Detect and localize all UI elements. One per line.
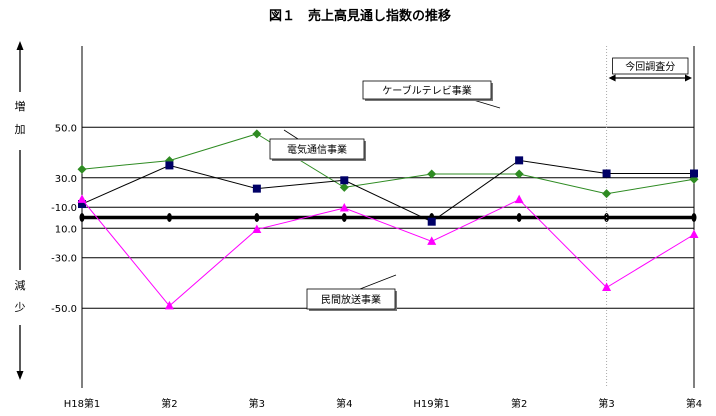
y-tick-label: 50.0 xyxy=(55,123,77,134)
series-line xyxy=(81,133,695,195)
square-marker xyxy=(252,184,261,193)
increase-label-1: 増 xyxy=(15,100,26,113)
diamond-marker xyxy=(77,164,87,174)
square-marker xyxy=(427,217,436,226)
diamond-marker xyxy=(602,189,612,199)
diamond-marker xyxy=(252,129,262,139)
square-marker xyxy=(515,156,524,165)
callout-leader-line xyxy=(359,274,397,290)
arrow-right-icon xyxy=(685,74,692,82)
y-tick-label: -30.0 xyxy=(51,254,77,265)
y-tick-label: 30.0 xyxy=(55,174,77,185)
decrease-label-1: 減 xyxy=(15,278,26,292)
y-axis-tick-labels: 50.0 30.0 10.0 -10.0 -30.0 -50.0 xyxy=(51,123,77,315)
triangle-marker xyxy=(689,229,699,238)
series-name-label: ケーブルテレビ事業 xyxy=(382,84,471,97)
series-2 xyxy=(77,194,699,310)
diamond-marker xyxy=(514,169,524,179)
triangle-marker xyxy=(164,300,174,310)
triangle-marker xyxy=(602,282,612,292)
decrease-label-2: 少 xyxy=(15,301,26,314)
y-tick-label: -50.0 xyxy=(51,304,77,315)
callout-box xyxy=(306,288,396,310)
divider-dot xyxy=(691,213,697,222)
x-tick-label: 第2 xyxy=(511,397,527,410)
x-axis-tick-labels: H18第1 第2 第3 第4 H19第1 第2 第3 第4 xyxy=(64,397,702,410)
series-0 xyxy=(77,129,699,199)
increase-decrease-label: 増 加 減 少 xyxy=(15,41,26,380)
diamond-marker xyxy=(427,169,437,179)
series-name-label: 電気通信事業 xyxy=(287,143,347,156)
y-tick-label: -10.0 xyxy=(51,203,77,214)
callout-box xyxy=(362,80,492,100)
series-name-label: 民間放送事業 xyxy=(321,293,381,306)
x-tick-label: 第2 xyxy=(161,397,177,410)
callout-leader-line xyxy=(283,129,299,140)
down-arrow-icon xyxy=(16,371,24,380)
current-survey-marker: 今回調査分 xyxy=(606,46,692,388)
divider-dot xyxy=(166,213,172,222)
triangle-marker xyxy=(514,194,524,204)
x-tick-label: H19第1 xyxy=(413,397,450,410)
callout-box xyxy=(269,138,365,160)
y-tick-label: 10.0 xyxy=(55,224,77,235)
divider-dot xyxy=(79,213,85,222)
arrow-left-icon xyxy=(608,74,616,82)
current-survey-label: 今回調査分 xyxy=(625,60,675,73)
x-tick-label: 第4 xyxy=(336,397,352,410)
triangle-marker xyxy=(427,236,437,245)
x-tick-label: 第4 xyxy=(686,397,702,410)
series-line xyxy=(81,159,694,223)
triangle-marker xyxy=(252,224,262,233)
square-marker xyxy=(602,169,611,178)
x-tick-label: 第3 xyxy=(598,397,614,410)
triangle-marker xyxy=(339,202,349,212)
x-tick-label: H18第1 xyxy=(64,397,101,410)
axis-break-divider xyxy=(79,213,697,222)
divider-dot xyxy=(341,213,347,222)
increase-label-2: 加 xyxy=(15,123,26,136)
series-1 xyxy=(78,156,698,226)
triangle-marker xyxy=(77,194,87,203)
divider-dot xyxy=(254,213,260,222)
square-marker xyxy=(78,200,86,209)
x-tick-label: 第3 xyxy=(249,397,265,410)
series-lines xyxy=(77,129,699,310)
diamond-marker xyxy=(339,182,349,192)
current-survey-label-box xyxy=(612,57,689,75)
square-marker xyxy=(340,176,349,185)
divider-dot xyxy=(516,213,522,222)
square-marker xyxy=(690,169,698,178)
series-line xyxy=(81,199,695,307)
up-arrow-icon xyxy=(16,41,24,50)
square-marker xyxy=(165,161,174,170)
chart-title: 図１ 売上高見通し指数の推移 xyxy=(269,8,451,24)
